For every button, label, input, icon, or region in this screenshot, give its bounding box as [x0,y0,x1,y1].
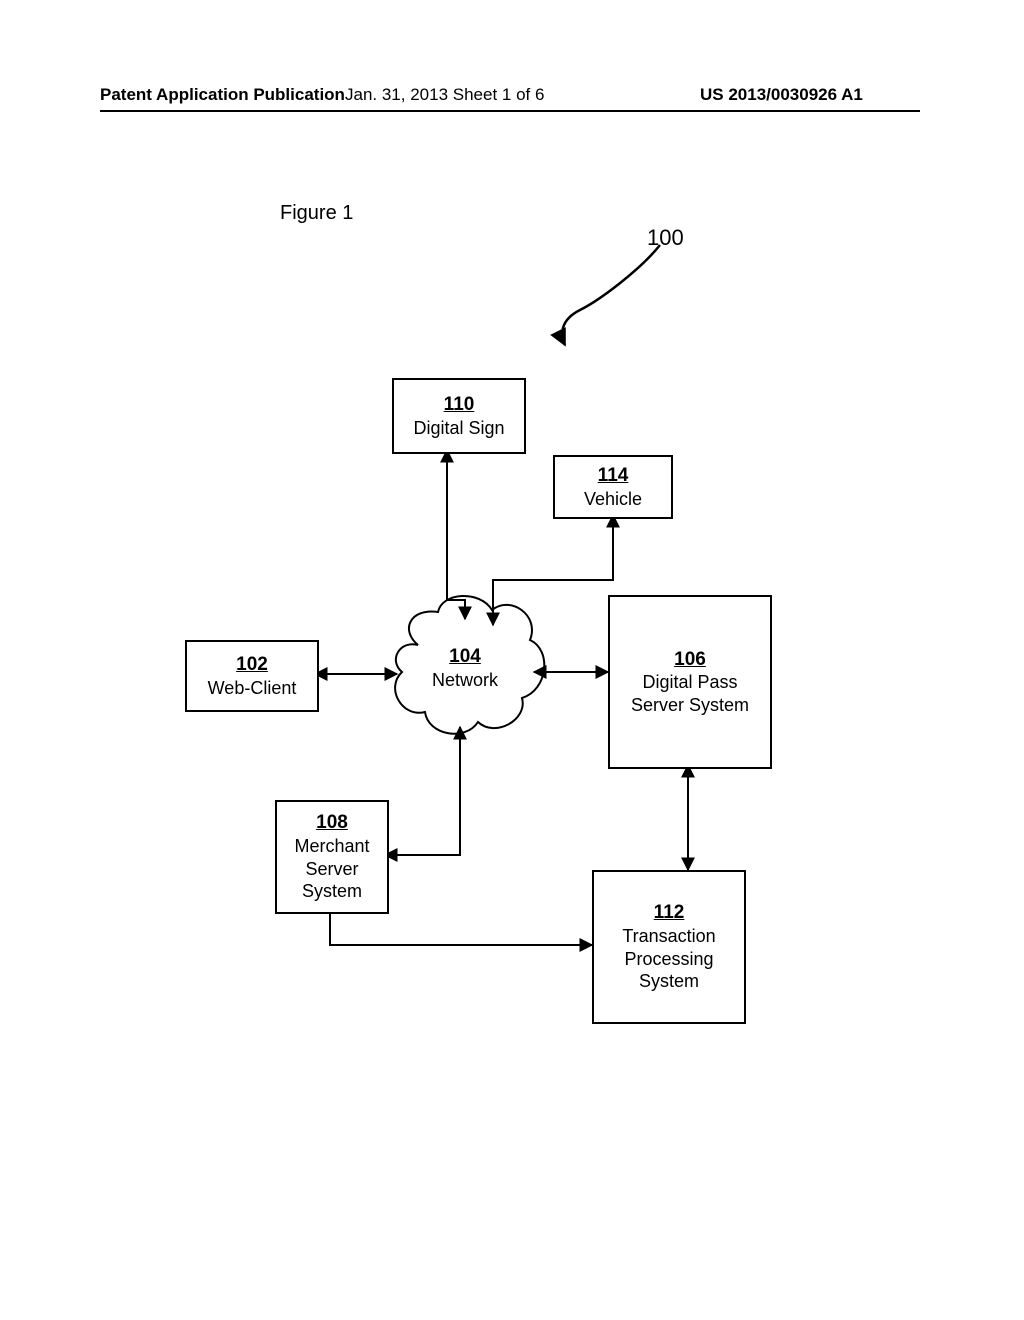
node-112-label: Transaction Processing System [622,925,715,993]
node-110-ref: 110 [444,393,475,417]
page: Patent Application Publication Jan. 31, … [0,0,1024,1320]
node-108-merchant-server: 108 Merchant Server System [275,800,389,914]
node-114-vehicle: 114 Vehicle [553,455,673,519]
node-106-label: Digital Pass Server System [631,671,749,716]
node-104-ref: 104 [449,646,481,667]
edge-104-110 [447,450,465,619]
node-110-label: Digital Sign [413,417,504,440]
node-110-digital-sign: 110 Digital Sign [392,378,526,454]
node-114-label: Vehicle [584,488,642,511]
diagram-svg [0,0,1024,1320]
node-106-ref: 106 [674,648,706,672]
node-104-network-label: 104 Network [425,645,505,691]
edge-104-108 [385,727,460,855]
node-112-transaction-processing: 112 Transaction Processing System [592,870,746,1024]
node-102-web-client: 102 Web-Client [185,640,319,712]
leadline-100 [562,245,660,345]
node-114-ref: 114 [598,464,629,488]
node-102-ref: 102 [236,653,268,677]
node-102-label: Web-Client [208,677,297,700]
node-108-ref: 108 [316,811,348,835]
node-106-digital-pass-server: 106 Digital Pass Server System [608,595,772,769]
edge-108-112 [330,910,592,945]
node-104-label: Network [432,670,498,690]
node-112-ref: 112 [654,901,685,925]
node-108-label: Merchant Server System [294,835,369,903]
